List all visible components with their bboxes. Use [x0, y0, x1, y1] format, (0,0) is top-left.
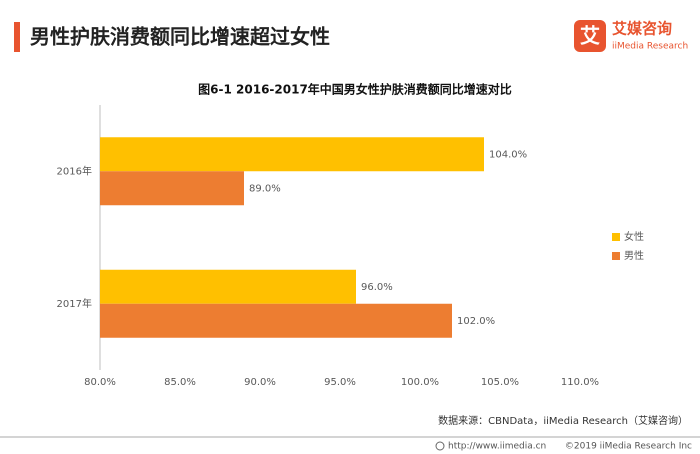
- source: 数据来源：CBNData，iiMedia Research（艾媒咨询）: [438, 414, 688, 427]
- bar: [100, 171, 244, 206]
- x-tick-label: 85.0%: [164, 377, 196, 388]
- value-label: 104.0%: [489, 149, 527, 160]
- x-tick-label: 80.0%: [84, 377, 116, 388]
- logo-box: [574, 20, 606, 52]
- y-tick-label: 2017年: [57, 297, 92, 310]
- page-title: 男性护肤消费额同比增速超过女性: [30, 25, 330, 49]
- logo-mark: 艾: [580, 24, 600, 48]
- x-tick-label: 95.0%: [324, 377, 356, 388]
- chart-title: 图6-1 2016-2017年中国男女性护肤消费额同比增速对比: [198, 82, 512, 97]
- footer-copyright: ©2019 iiMedia Research Inc: [565, 442, 692, 452]
- logo-sub: iiMedia Research: [612, 42, 688, 52]
- y-tick-label: 2016年: [57, 164, 92, 177]
- globe-icon: [435, 441, 445, 451]
- x-tick-label: 105.0%: [481, 377, 519, 388]
- legend-label: 男性: [624, 249, 644, 262]
- value-label: 89.0%: [249, 183, 281, 194]
- title-accent: [14, 22, 20, 52]
- value-label: 102.0%: [457, 316, 495, 327]
- x-tick-label: 90.0%: [244, 377, 276, 388]
- value-label: 96.0%: [361, 282, 393, 293]
- legend-swatch: [612, 252, 620, 260]
- bar: [100, 137, 484, 172]
- legend-label: 女性: [624, 230, 644, 243]
- logo-name: 艾媒咨询: [612, 20, 672, 38]
- bar: [100, 269, 356, 304]
- x-tick-label: 110.0%: [561, 377, 599, 388]
- footer-url: http://www.iimedia.cn: [448, 442, 546, 452]
- x-tick-label: 100.0%: [401, 377, 439, 388]
- legend-swatch: [612, 233, 620, 241]
- bar: [100, 303, 452, 338]
